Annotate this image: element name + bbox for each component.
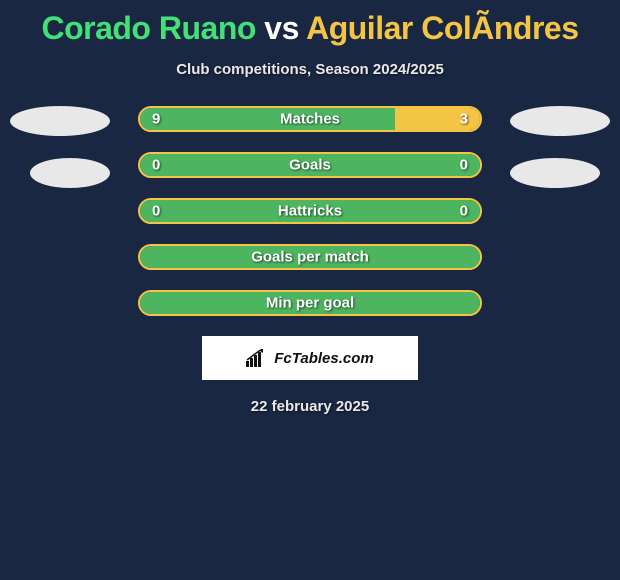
avatars-right xyxy=(510,106,610,210)
bars-list: Matches93Goals00Hattricks00Goals per mat… xyxy=(138,106,482,316)
attribution-logo: FcTables.com xyxy=(202,336,418,380)
player2-avatar-placeholder xyxy=(510,106,610,136)
player1-name: Corado Ruano xyxy=(41,10,255,46)
fctables-icon xyxy=(246,349,268,367)
bar-fill-left xyxy=(140,154,480,176)
attribution-text: FcTables.com xyxy=(274,350,373,367)
player2-club-placeholder xyxy=(510,158,600,188)
stat-bar: Matches93 xyxy=(138,106,482,132)
avatars-left xyxy=(10,106,110,210)
bar-fill-left xyxy=(140,246,480,268)
stats-container: Matches93Goals00Hattricks00Goals per mat… xyxy=(0,106,620,415)
bar-fill-left xyxy=(140,108,395,130)
bar-value-right: 0 xyxy=(460,157,468,174)
bar-value-left: 9 xyxy=(152,111,160,128)
bar-fill-left xyxy=(140,200,480,222)
bar-value-left: 0 xyxy=(152,203,160,220)
stat-bar: Goals00 xyxy=(138,152,482,178)
bar-value-right: 0 xyxy=(460,203,468,220)
stat-bar: Min per goal xyxy=(138,290,482,316)
stat-bar: Hattricks00 xyxy=(138,198,482,224)
player1-club-placeholder xyxy=(30,158,110,188)
vs-separator: vs xyxy=(256,10,306,46)
bar-value-right: 3 xyxy=(460,111,468,128)
date-label: 22 february 2025 xyxy=(0,398,620,415)
subtitle: Club competitions, Season 2024/2025 xyxy=(0,61,620,78)
stat-bar: Goals per match xyxy=(138,244,482,270)
player1-avatar-placeholder xyxy=(10,106,110,136)
bar-value-left: 0 xyxy=(152,157,160,174)
comparison-title: Corado Ruano vs Aguilar ColÃndres xyxy=(0,0,620,47)
player2-name: Aguilar ColÃndres xyxy=(306,10,578,46)
bar-fill-left xyxy=(140,292,480,314)
